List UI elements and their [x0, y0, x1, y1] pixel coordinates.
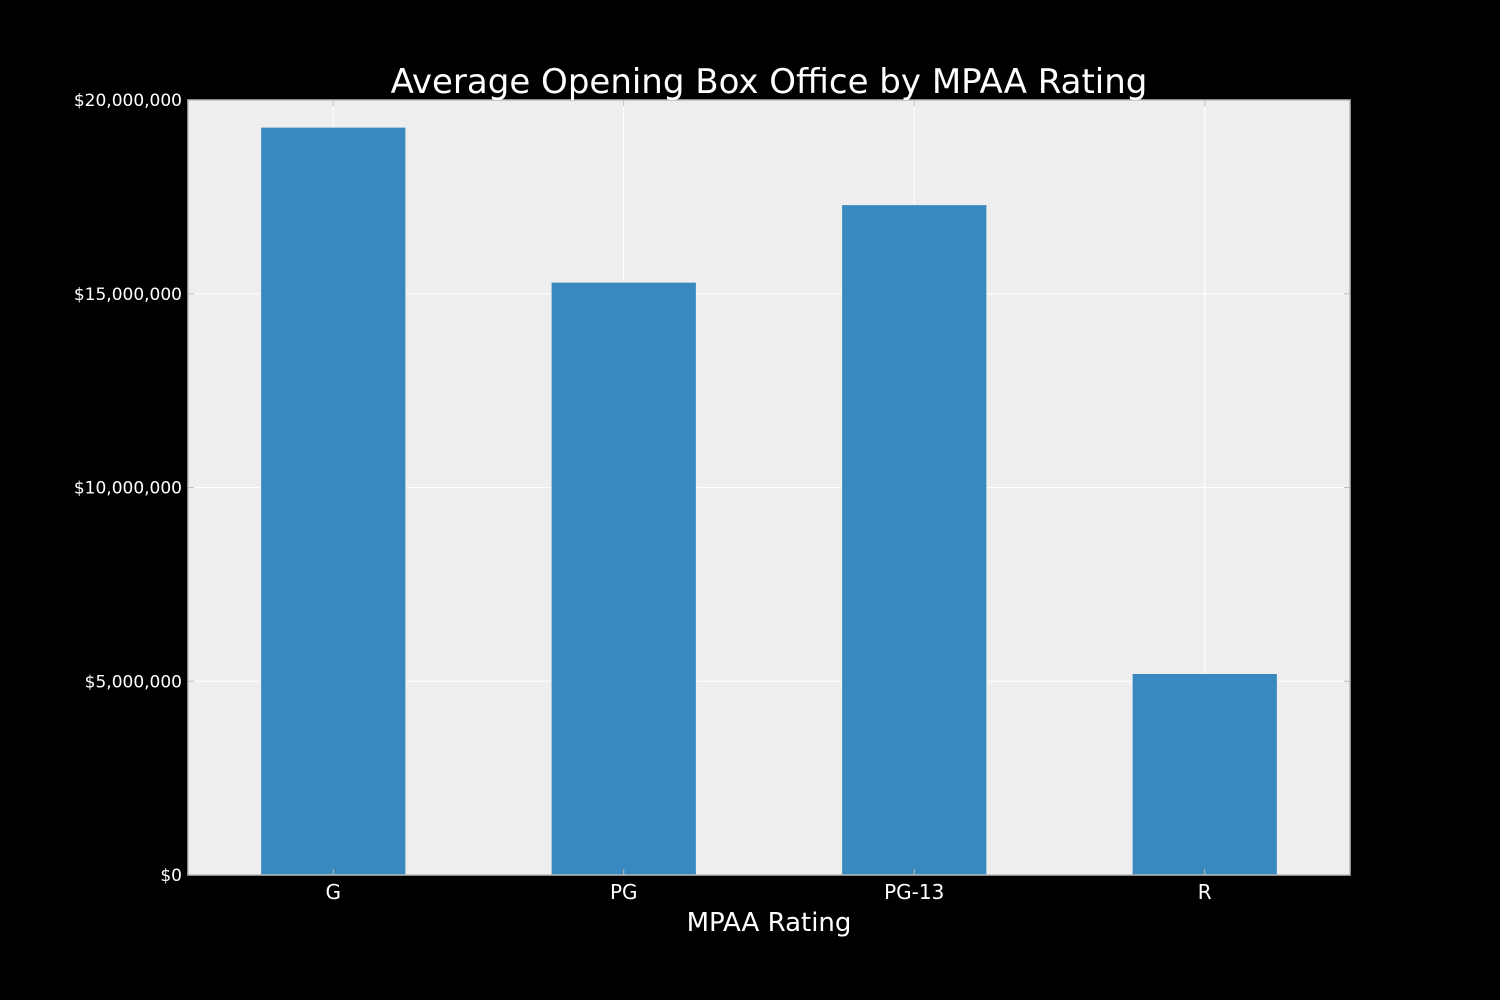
x-tick-label: R	[1198, 880, 1212, 904]
bar-pg	[550, 281, 697, 876]
y-tick-label: $20,000,000	[74, 91, 182, 111]
x-tick-label: G	[326, 880, 342, 904]
y-tick-label: $10,000,000	[74, 479, 182, 499]
bar-r	[1131, 673, 1278, 876]
y-tick-label: $0	[160, 866, 182, 886]
x-tick-label: PG-13	[884, 880, 944, 904]
x-tick-label: PG	[610, 880, 638, 904]
bar-pg-13	[841, 204, 988, 876]
y-tick-label: $5,000,000	[85, 672, 182, 692]
x-axis-label: MPAA Rating	[687, 908, 852, 938]
chart-title: Average Opening Box Office by MPAA Ratin…	[391, 62, 1148, 102]
bar-g	[260, 126, 407, 876]
bars	[260, 126, 1278, 876]
y-tick-label: $15,000,000	[74, 285, 182, 305]
axis-ticks: G PG PG-13 R $0 $5,000,000 $10,000,000 $15,000,…	[74, 91, 1350, 904]
